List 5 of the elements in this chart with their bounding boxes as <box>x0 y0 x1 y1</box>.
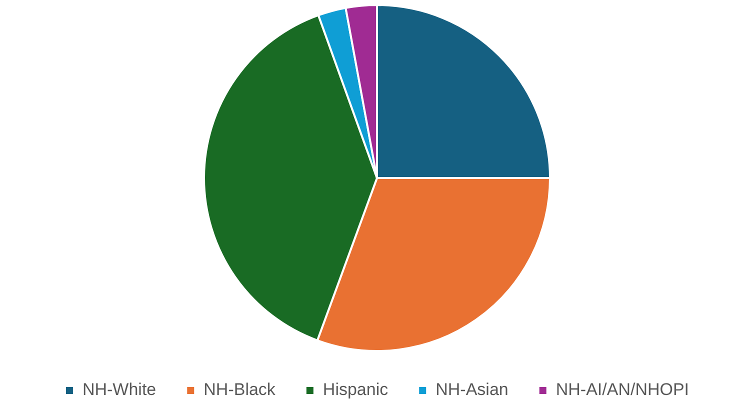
legend-label: Hispanic <box>322 380 389 400</box>
legend-label: NH-White <box>82 380 156 400</box>
legend-label: NH-Black <box>204 380 276 400</box>
legend-label: NH-Asian <box>436 380 508 400</box>
legend-label: NH-AI/AN/NHOPI <box>556 380 690 400</box>
